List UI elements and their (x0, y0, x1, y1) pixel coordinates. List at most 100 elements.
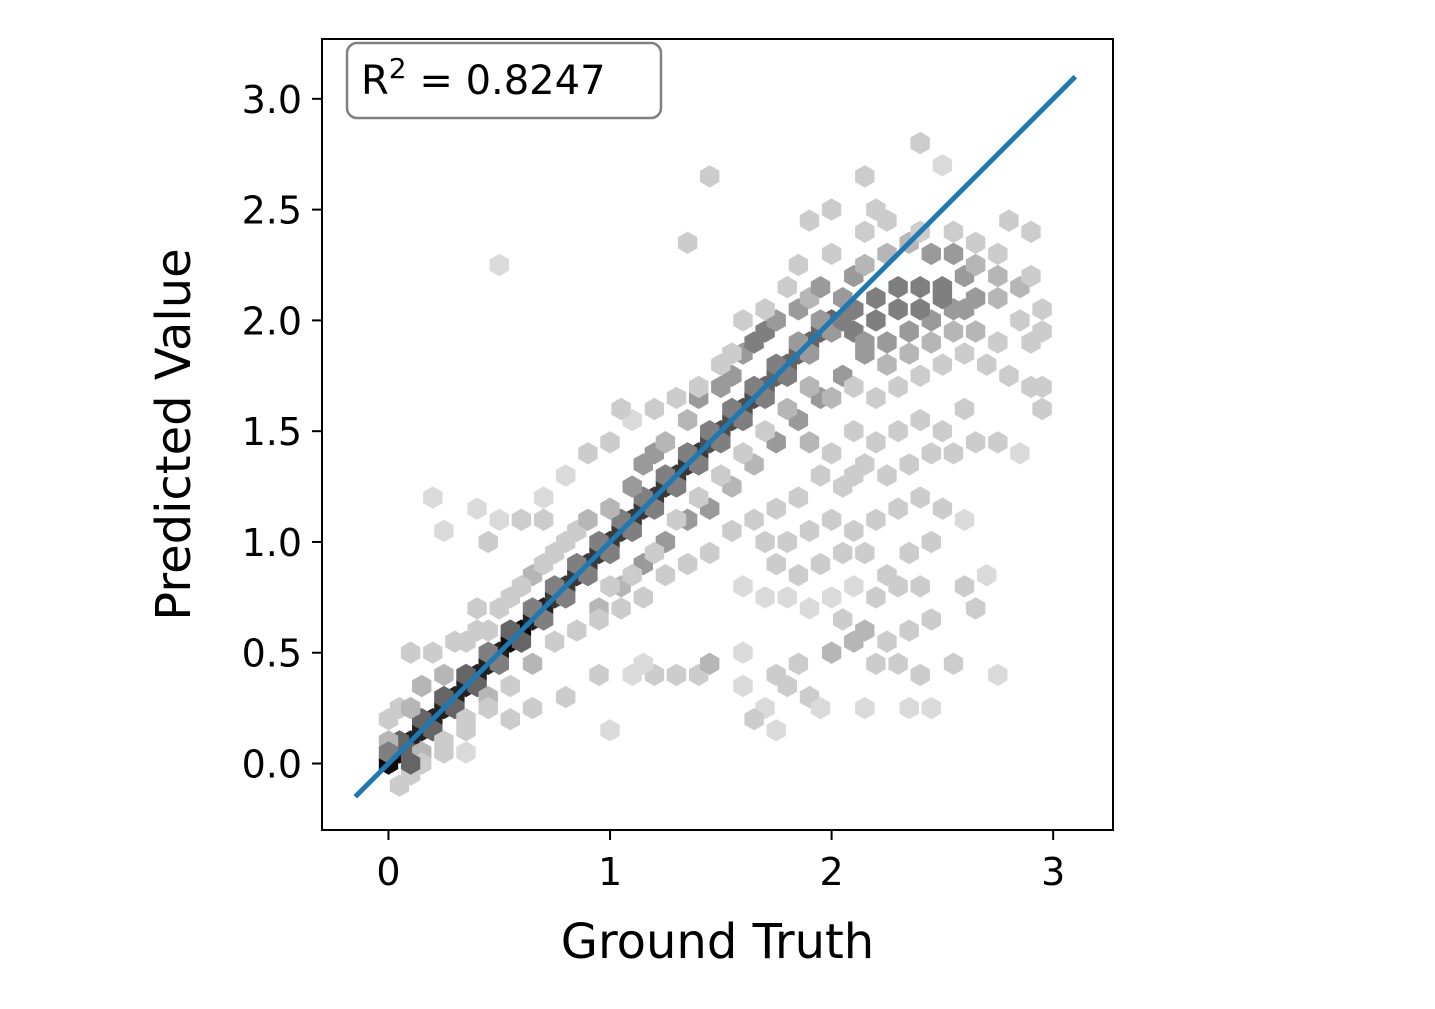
hex-bin (722, 519, 742, 543)
hex-bin (877, 331, 897, 354)
hex-bin (844, 375, 864, 399)
hex-bin (833, 541, 853, 565)
hex-bin (434, 663, 454, 687)
hex-bin (921, 442, 941, 465)
hex-bin (434, 519, 454, 543)
hex-bin (965, 431, 986, 454)
hex-bin (578, 508, 598, 531)
hex-bin (644, 397, 665, 421)
hex-bin (744, 708, 764, 731)
hex-bin (899, 696, 919, 720)
hex-bin (655, 431, 676, 454)
x-tick-label: 3 (1041, 850, 1065, 894)
hex-bin (988, 264, 1008, 288)
y-tick-label: 3.0 (242, 78, 302, 122)
hex-bin (810, 464, 831, 487)
hex-bin (633, 586, 653, 609)
hex-bin (866, 309, 886, 332)
hex-bin (533, 486, 554, 509)
hex-bin (921, 331, 941, 354)
hex-bin (988, 287, 1008, 310)
hex-bin (1032, 375, 1052, 399)
hex-bin (1010, 442, 1030, 465)
hex-bin (500, 674, 520, 698)
hex-bin (766, 497, 786, 520)
hex-bin (988, 331, 1008, 354)
hex-bin (855, 331, 875, 354)
hex-bin (766, 552, 786, 576)
y-tick-label: 2.0 (242, 299, 302, 343)
hex-bin (423, 486, 443, 509)
hex-bin (700, 652, 720, 675)
hex-bin (733, 575, 753, 598)
hex-bin (556, 464, 576, 487)
hex-bin (788, 253, 809, 277)
hex-bin (899, 453, 919, 476)
hex-bin (810, 696, 831, 720)
hex-bin (799, 597, 820, 620)
hex-bin (799, 375, 820, 399)
hex-bin (788, 564, 809, 587)
hex-bin (766, 663, 786, 687)
hex-bin (977, 353, 997, 376)
hex-bin (866, 431, 886, 454)
hex-bin (877, 464, 897, 487)
hex-bin (932, 154, 953, 177)
hex-bin (589, 663, 609, 687)
hex-bin (434, 741, 454, 764)
y-tick-label: 1.0 (242, 521, 302, 565)
hex-bin (755, 420, 775, 443)
hex-bin (910, 663, 930, 687)
hex-bin (522, 696, 543, 720)
hex-bin (954, 397, 975, 421)
hex-bin (877, 630, 897, 653)
hex-bin (799, 209, 820, 232)
hex-bin (777, 530, 797, 554)
hex-bin (866, 386, 886, 410)
hex-bin (1021, 220, 1041, 243)
hex-bin (755, 298, 775, 321)
hex-bin (810, 276, 831, 299)
hex-bin (500, 708, 520, 731)
x-tick-label: 2 (820, 850, 844, 894)
hex-bin (711, 464, 731, 487)
plot-frame (321, 38, 1114, 831)
hex-bin (744, 508, 764, 531)
hex-bin (888, 298, 908, 321)
hex-bin (821, 386, 842, 410)
hex-bin (910, 486, 930, 509)
hex-bin (467, 497, 487, 520)
hex-bin (888, 375, 908, 399)
hex-bin (567, 619, 587, 642)
hex-bin (666, 508, 687, 531)
hex-bin (644, 541, 665, 565)
hex-bin (988, 242, 1008, 266)
hex-bin (1032, 397, 1052, 421)
hex-bin (611, 597, 631, 620)
hex-bin (866, 586, 886, 609)
hex-bin (921, 608, 941, 631)
hex-bin (1021, 331, 1041, 354)
hex-bin (821, 508, 842, 531)
hex-bin (844, 464, 864, 487)
hex-bin (844, 630, 864, 653)
hex-bin (689, 486, 709, 509)
hex-bin (932, 287, 953, 310)
y-tick-label: 0.0 (242, 743, 302, 787)
hex-bin (456, 741, 476, 764)
hex-bin (733, 309, 753, 332)
hexbin-layer (378, 131, 1052, 797)
y-tick-label: 0.5 (242, 632, 302, 676)
hex-bin (943, 320, 964, 343)
hex-bin (855, 541, 875, 565)
hex-bin (777, 276, 797, 299)
y-tick-label: 1.5 (242, 410, 302, 454)
hex-bin (965, 231, 986, 254)
x-tick-label: 0 (376, 850, 400, 894)
hex-bin (988, 663, 1008, 687)
hex-bin (511, 508, 532, 531)
hex-bin (844, 519, 864, 543)
hex-bin (821, 641, 842, 664)
hex-bin (423, 641, 443, 664)
hex-bin (910, 408, 930, 432)
